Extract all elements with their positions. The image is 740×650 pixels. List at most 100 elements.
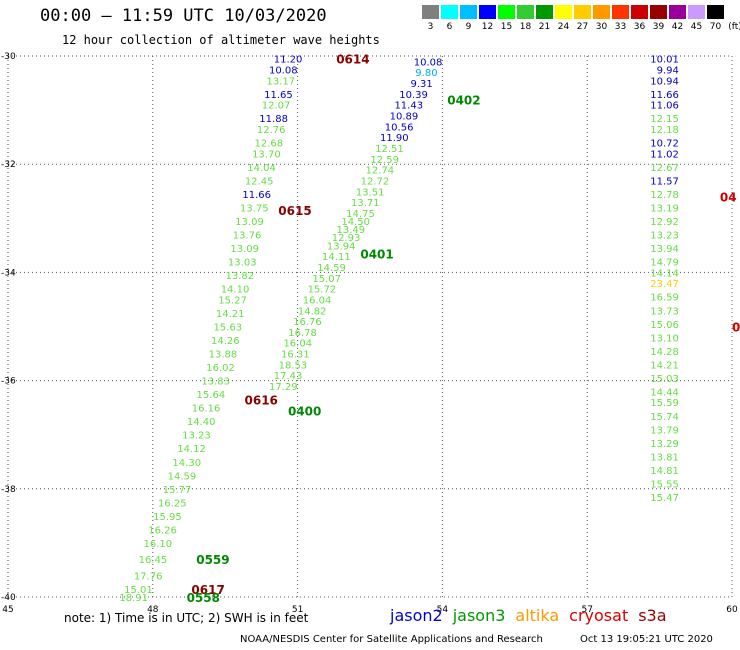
x-tick-label: 57: [581, 605, 592, 615]
satellite-altika: altika: [515, 606, 560, 625]
swh-value: 13.76: [233, 231, 262, 242]
swh-value: 14.82: [298, 306, 327, 317]
swh-value: 9.94: [657, 66, 679, 77]
swh-value: 10.56: [385, 122, 414, 133]
swh-value: 12.93: [332, 233, 361, 244]
track-time-label: 0400: [288, 404, 321, 418]
swh-value: 12.76: [257, 125, 286, 136]
swh-value: 13.94: [327, 241, 356, 252]
legend-swatch: [593, 5, 610, 19]
swh-value: 16.76: [293, 317, 322, 328]
swh-value: 13.75: [240, 203, 269, 214]
track-time-label: 0: [732, 321, 740, 335]
legend-bin-label: 39: [652, 22, 665, 32]
swh-value: 14.21: [650, 360, 679, 371]
swh-value: 12.72: [361, 176, 390, 187]
track-time-label: 0617: [191, 583, 224, 597]
swh-value: 14.12: [177, 444, 206, 455]
swh-value: 11.57: [650, 176, 679, 187]
swh-value: 14.50: [341, 217, 370, 228]
chart-title: 00:00 – 11:59 UTC 10/03/2020: [40, 6, 327, 26]
credit-line: NOAA/NESDIS Center for Satellite Applica…: [240, 634, 543, 645]
swh-value: 12.78: [650, 190, 679, 201]
x-tick-label: 48: [147, 605, 159, 615]
swh-value: 13.94: [650, 244, 679, 255]
swh-value: 14.10: [221, 285, 250, 296]
swh-value: 15.64: [197, 390, 226, 401]
swh-value: 14.59: [317, 263, 346, 274]
legend-swatch: [517, 5, 534, 19]
swh-value: 14.75: [346, 209, 375, 220]
x-tick-label: 51: [292, 605, 303, 615]
x-tick-label: 45: [2, 605, 13, 615]
track-time-label: 0558: [187, 591, 220, 605]
swh-value: 12.74: [365, 166, 394, 177]
swh-value: 10.39: [399, 90, 428, 101]
swh-value: 11.88: [259, 114, 288, 125]
swh-value: 13.79: [650, 425, 679, 436]
y-tick-label: -34: [1, 268, 16, 278]
swh-value: 16.31: [281, 350, 310, 361]
legend-swatch: [707, 5, 724, 19]
swh-value: 12.59: [370, 155, 399, 166]
y-tick-label: -32: [1, 160, 16, 170]
legend-swatch: [441, 5, 458, 19]
x-tick-label: 54: [437, 605, 449, 615]
swh-value: 14.79: [650, 258, 679, 269]
track-time-label: 04: [720, 191, 737, 205]
legend-bin-label: 15: [500, 22, 513, 32]
legend-swatch: [688, 5, 705, 19]
swh-value: 15.07: [312, 274, 341, 285]
legend-bin-label: 45: [690, 22, 703, 32]
swh-value: 15.47: [650, 493, 679, 504]
legend-bin-label: 27: [576, 22, 589, 32]
swh-value: 14.14: [650, 268, 679, 279]
swh-value: 13.17: [267, 76, 296, 87]
swh-value: 10.72: [650, 139, 679, 150]
swh-value: 11.06: [650, 101, 679, 112]
track-time-label: 0614: [336, 53, 369, 67]
swh-value: 16.25: [158, 498, 187, 509]
swh-value: 13.23: [182, 431, 211, 442]
swh-value: 13.51: [356, 187, 385, 198]
legend-swatch: [498, 5, 515, 19]
legend-swatch: [612, 5, 629, 19]
swh-value: 10.94: [650, 76, 679, 87]
swh-value: 15.72: [308, 285, 337, 296]
swh-value: 11.43: [394, 101, 423, 112]
legend-swatch: [555, 5, 572, 19]
swh-value: 14.26: [211, 336, 240, 347]
swh-value: 11.02: [650, 149, 679, 160]
legend-bin-label: 36: [633, 22, 646, 32]
swh-value: 11.66: [650, 90, 679, 101]
y-tick-label: -38: [1, 485, 16, 495]
swh-value: 17.76: [134, 571, 163, 582]
swh-value: 12.92: [650, 217, 679, 228]
swh-value: 13.19: [650, 203, 679, 214]
swh-value: 14.40: [187, 417, 216, 428]
legend-swatch: [460, 5, 477, 19]
swh-value: 15.77: [163, 485, 192, 496]
swh-value: 14.44: [650, 387, 679, 398]
swh-value: 15.27: [218, 295, 247, 306]
track-time-label: 0559: [196, 553, 229, 567]
legend-bin-label: 21: [538, 22, 551, 32]
swh-value: 14.28: [650, 347, 679, 358]
swh-value: 16.59: [650, 293, 679, 304]
swh-value: 13.88: [209, 350, 238, 361]
x-tick-label: 60: [726, 605, 738, 615]
legend-bin-label: 3: [427, 22, 434, 32]
swh-value: 9.80: [415, 68, 437, 79]
legend-bin-label: 42: [671, 22, 684, 32]
satellite-s3a: s3a: [638, 606, 667, 625]
swh-value: 10.08: [414, 57, 443, 68]
legend-bin-label: 24: [557, 22, 570, 32]
swh-value: 14.11: [322, 252, 351, 263]
chart-subtitle: 12 hour collection of altimeter wave hei…: [62, 33, 380, 47]
legend-swatch: [669, 5, 686, 19]
swh-value: 13.29: [650, 439, 679, 450]
swh-value: 15.95: [153, 512, 182, 523]
swh-value: 12.45: [245, 176, 274, 187]
legend-bin-label: 12: [481, 22, 494, 32]
swh-value: 13.09: [230, 244, 259, 255]
